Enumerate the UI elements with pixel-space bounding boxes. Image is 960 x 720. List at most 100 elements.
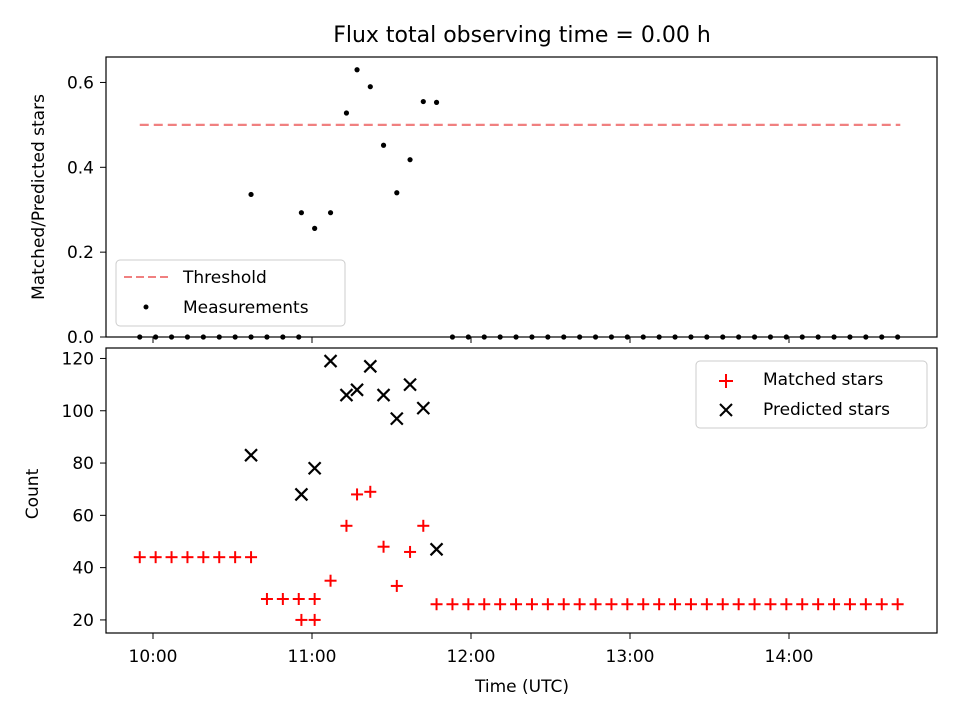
measurement-point [704, 334, 710, 340]
measurement-point [783, 334, 789, 340]
matched-legend-label: Matched stars [763, 370, 883, 390]
measurement-point [592, 334, 599, 340]
bottom-x-ticks: 10:00 11:00 12:00 13:00 14:00 [129, 633, 814, 667]
predicted-star-point [307, 461, 322, 476]
measurement-point [608, 334, 615, 340]
matched-star-point [213, 551, 226, 564]
measurement-point [577, 334, 583, 340]
measurement-point [137, 334, 143, 340]
bottom-y-tick-label: 20 [72, 611, 94, 631]
measurement-point [656, 334, 662, 340]
predicted-star-point [363, 359, 378, 374]
x-marker-b [416, 401, 431, 415]
top-points [137, 67, 901, 340]
measurement-point [168, 334, 175, 340]
matched-star-point [843, 598, 856, 611]
predicted-star-point [376, 388, 391, 402]
bottom-x-tick-label: 12:00 [447, 647, 496, 667]
measurement-point [327, 210, 334, 216]
measurement-point [367, 84, 373, 90]
top-y-tick-label: 0.6 [67, 73, 94, 93]
x-marker-b [390, 411, 404, 426]
x-marker-b [429, 542, 444, 557]
measurement-point [298, 210, 304, 216]
measurement-point [831, 334, 837, 340]
matched-star-point [764, 598, 777, 611]
matched-star-point [417, 519, 430, 532]
predicted-star-point [416, 401, 431, 415]
bottom-x-tick-label: 10:00 [129, 647, 178, 667]
bottom-x-tick-label: 14:00 [765, 647, 814, 667]
matched-star-point [669, 598, 682, 611]
predicted-star-point [429, 542, 444, 557]
x-marker-b [363, 359, 378, 374]
bottom-y-tick-label: 100 [62, 402, 94, 422]
measurement-point [767, 334, 774, 340]
x-marker-b [376, 388, 391, 402]
matched-star-point [828, 598, 841, 611]
measurements-legend-swatch [143, 304, 149, 310]
x-axis-label: Time (UTC) [474, 677, 569, 697]
measurement-point [343, 110, 350, 116]
bottom-x-tick-label: 13:00 [606, 647, 655, 667]
measurement-point [264, 334, 270, 340]
bottom-points [133, 354, 904, 626]
matched-star-point [364, 485, 377, 498]
matched-star-point [716, 598, 729, 611]
matched-star-point [295, 613, 308, 626]
matched-star-point [637, 598, 650, 611]
matched-star-point [404, 545, 417, 558]
measurement-point [232, 334, 238, 340]
bottom-y-tick-label: 80 [72, 454, 94, 474]
matched-star-point [149, 551, 162, 564]
matched-star-point [245, 551, 258, 564]
matched-star-point [859, 598, 872, 611]
predicted-star-point [294, 487, 309, 502]
top-y-tick-label: 0.2 [67, 243, 94, 263]
measurement-point [751, 334, 758, 340]
bottom-panel: 20 40 60 80 100 120 10:00 11:00 12:00 13:00 14:00… [23, 347, 938, 697]
measurement-point [433, 99, 440, 105]
bottom-legend: Matched stars Predicted stars [695, 360, 928, 429]
predicted-star-point [244, 448, 258, 462]
measurement-point [280, 334, 286, 340]
measurement-point [449, 334, 456, 340]
matched-star-point [292, 593, 305, 606]
bottom-y-axis-label: Count [23, 468, 43, 519]
measurement-point [394, 190, 400, 196]
measurement-point [561, 334, 567, 340]
measurement-point [407, 157, 413, 163]
matched-star-point [589, 598, 602, 611]
measurement-point [312, 225, 318, 231]
predicted-star-point [339, 388, 354, 402]
matched-star-point [621, 598, 634, 611]
measurement-point [799, 334, 805, 340]
predicted-star-point [403, 377, 417, 392]
top-y-axis-label: Matched/Predicted stars [29, 94, 49, 300]
chart-title: Flux total observing time = 0.00 h [333, 23, 711, 48]
measurement-point [720, 334, 726, 340]
matched-star-point [573, 598, 586, 611]
x-marker-b [339, 388, 354, 402]
matched-star-point [700, 598, 713, 611]
matched-star-point [276, 593, 289, 606]
measurement-point [465, 334, 471, 340]
measurement-point [248, 191, 254, 198]
measurement-point [736, 334, 742, 340]
matched-star-point [260, 593, 273, 606]
matched-star-point [525, 598, 538, 611]
measurement-point [529, 334, 535, 340]
x-marker-b [244, 448, 258, 462]
matched-star-point [462, 598, 475, 611]
measurement-point [688, 334, 694, 340]
measurement-point [624, 334, 630, 340]
bottom-y-tick-label: 60 [72, 506, 94, 526]
measurement-point [497, 334, 503, 340]
matched-star-point [653, 598, 666, 611]
matched-star-point [812, 598, 825, 611]
matched-star-point [732, 598, 745, 611]
measurement-point [672, 334, 678, 340]
x-marker-b [403, 377, 417, 392]
threshold-legend-label: Threshold [182, 268, 267, 288]
matched-star-point [796, 598, 809, 611]
